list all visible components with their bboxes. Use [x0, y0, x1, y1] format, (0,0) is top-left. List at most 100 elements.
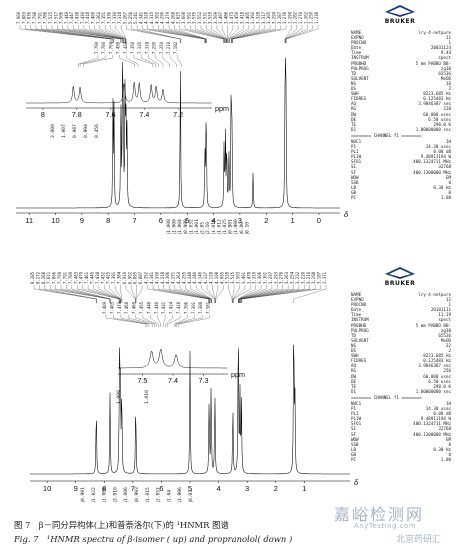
x-tick-label: 1: [290, 216, 294, 225]
peak-connector: [232, 285, 235, 303]
peak-connector: [227, 25, 234, 43]
x-tick-label: 1: [302, 484, 306, 493]
integral-label: 6.00: [239, 222, 245, 233]
param-row: SWH 8223.685 Hz: [351, 91, 451, 96]
param-value: 9.44: [440, 50, 451, 56]
peak-label: 4.341: [138, 11, 143, 24]
inset-peak-label: 7.460: [132, 301, 137, 314]
peak-connector: [41, 25, 114, 43]
integral-label: 1.996: [177, 487, 183, 501]
peak-label: 3.187: [317, 271, 322, 284]
peak-connector: [87, 285, 120, 303]
inset-peak-label: 7.335: [137, 41, 142, 54]
param-value: 11.19: [438, 312, 451, 318]
peak-label: 3.515: [230, 271, 235, 284]
peak-label: 3.491: [241, 271, 246, 284]
peak-label: 3.297: [268, 271, 273, 284]
param-key: SI: [351, 426, 357, 432]
peak-label: 4.315: [149, 11, 154, 24]
peak-label: 7.391: [111, 271, 116, 284]
peak-connector: [57, 25, 122, 43]
param-value: 60.800 usec: [423, 111, 451, 117]
param-row: NS 32: [351, 343, 451, 348]
inset-peak-connector: [155, 55, 164, 67]
param-value: 0.30 Hz: [433, 446, 451, 452]
peak-connector: [231, 25, 260, 43]
peak-label: 3.486: [224, 11, 229, 24]
peak-connector: [174, 285, 211, 303]
peak-connector: [152, 285, 209, 303]
param-row: INSTRUM spect: [351, 317, 451, 322]
param-value: 0.125483 Hz: [423, 96, 451, 102]
param-value: 20101111: [430, 307, 451, 313]
param-key: SFO1: [351, 159, 362, 165]
param-key: SSB: [351, 441, 359, 447]
peak-connector: [232, 285, 240, 303]
peak-label: 7.362: [96, 11, 101, 24]
peak-label: 3.232: [295, 271, 300, 284]
peak-label: 7.351: [101, 11, 106, 24]
param-value: 400.1324711 MHz: [413, 159, 451, 165]
peak-label: 4.352: [144, 271, 149, 284]
peak-connector: [196, 285, 212, 303]
param-value: 400.1300000 MHz: [413, 431, 451, 437]
param-key: Date_: [351, 45, 364, 51]
peak-label: 3.263: [284, 271, 289, 284]
peak-connector: [241, 285, 321, 303]
param-row: Date_ 20031124: [351, 45, 451, 50]
peak-connector: [46, 25, 114, 43]
inset-peak-connector: [165, 315, 173, 327]
peak-connector: [201, 285, 215, 303]
peak-label: 7.449: [64, 11, 69, 24]
peak-connector: [227, 25, 239, 43]
spectrum-trace: [30, 344, 350, 475]
peak-label: 4.127: [203, 271, 208, 284]
x-tick-label: 4: [211, 216, 215, 225]
param-value: 16: [445, 80, 451, 86]
integral-label: 2.057: [156, 487, 162, 501]
param-key: NS: [351, 342, 357, 348]
param-key: TD: [351, 332, 357, 338]
param-row: SI 32768: [351, 426, 451, 431]
param-channel-header: ======== CHANNEL f1 ========: [351, 132, 422, 138]
integral-label: 0.991: [80, 487, 86, 501]
param-row: P1 14.30 usec: [351, 406, 451, 411]
param-row: EXPNO 11: [351, 35, 451, 40]
peak-label: 3.301: [263, 271, 268, 284]
param-value: EM: [445, 436, 451, 442]
peak-connector: [125, 285, 136, 303]
param-key: P1: [351, 406, 357, 412]
param-key: AQ: [351, 363, 357, 369]
peak-label: 1.238: [314, 11, 319, 24]
peak-connector: [285, 25, 308, 43]
param-value: 1.00000000 sec: [415, 388, 451, 394]
peak-label: 7.318: [117, 11, 122, 24]
nmr-spectrum-top: 7.900 7.883 7.836 7.798 7.791 7.786 7.525 7.517…: [16, 11, 349, 234]
spectrum-panel-bottom: 8.285 8.272 8.268 7.811 7.806 7.799 7.791 7.789…: [0, 262, 456, 517]
peak-connector: [152, 25, 206, 43]
inset-peak-label: 7.290: [152, 41, 157, 54]
peak-connector: [211, 25, 227, 43]
peak-connector: [206, 285, 216, 303]
peak-label: 1.262: [303, 11, 308, 24]
param-key: Time: [351, 50, 362, 56]
peak-label: 8.268: [41, 271, 46, 284]
param-value: MeOD: [440, 337, 451, 343]
peak-label: 3.475: [229, 11, 234, 24]
inset-peak-connector: [78, 55, 99, 67]
param-row: NAME lry-4-netpure: [351, 292, 451, 297]
inset-integral-label: 0.987: [72, 124, 78, 138]
peak-label: 4.279: [165, 11, 170, 24]
param-value: 11: [445, 35, 451, 41]
param-value: 8223.685 Hz: [423, 353, 451, 359]
x-tick-label: 3: [238, 216, 242, 225]
integral-label: 1.015: [145, 487, 151, 501]
param-key: SWH: [351, 91, 359, 97]
param-value: 0: [448, 179, 451, 185]
peak-label: 7.791: [62, 271, 67, 284]
peak-label: 4.318: [160, 271, 165, 284]
param-row: NAME lry-4-netpure: [351, 30, 451, 35]
peak-label: 6.910: [122, 271, 127, 284]
peak-label: 3.198: [311, 271, 316, 284]
peak-connector: [78, 25, 124, 43]
